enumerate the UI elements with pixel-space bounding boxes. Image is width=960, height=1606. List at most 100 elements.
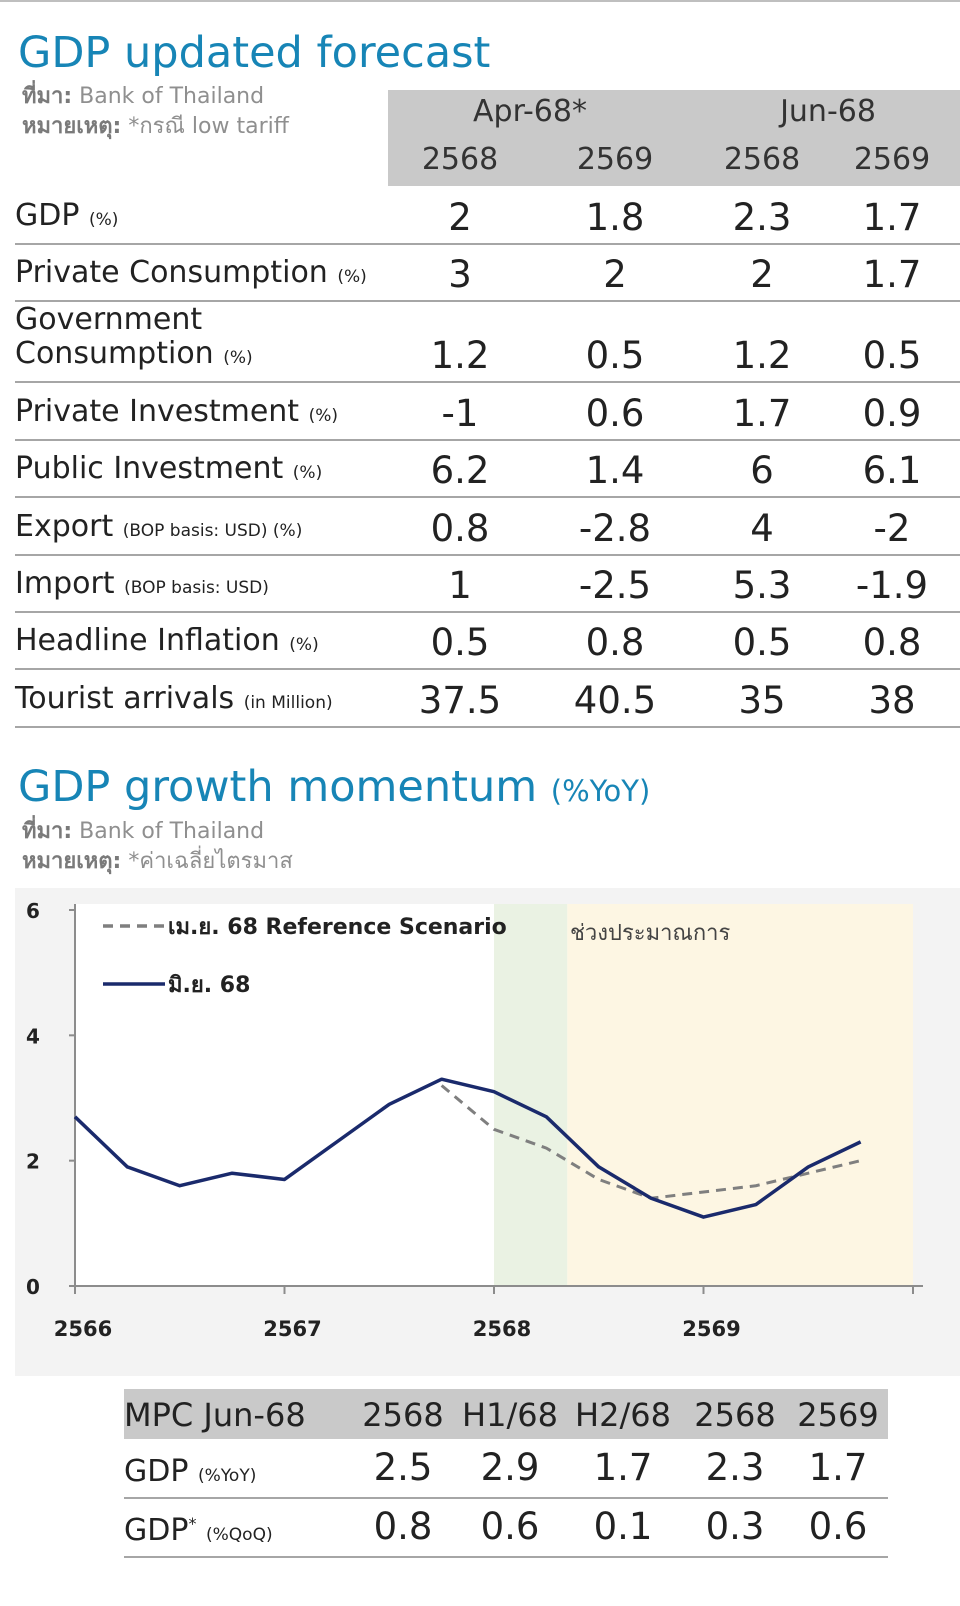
momentum-note: หมายเหตุ: *ค่าเฉลี่ยไตรมาส <box>22 848 293 876</box>
col-year: 2569 <box>853 142 931 177</box>
mpc-row-label: GDP (%YoY) <box>124 1454 256 1489</box>
forecast-header-box <box>388 90 960 186</box>
mpc-value: 0.8 <box>373 1505 433 1548</box>
col-group-jun: Jun-68 <box>780 94 876 129</box>
note-text: *กรณี low tariff <box>128 114 289 139</box>
forecast-row: Import (BOP basis: USD) 1 -2.5 5.3 -1.9 <box>15 556 960 613</box>
mpc-label-unit: (%QoQ) <box>206 1525 273 1545</box>
row-value: 38 <box>868 679 916 722</box>
row-value: 0.8 <box>585 621 645 664</box>
row-label-line2: Consumption (%) <box>15 337 253 375</box>
row-label-text: Export <box>15 509 114 544</box>
forecast-note: หมายเหตุ: *กรณี low tariff <box>22 113 289 141</box>
row-value: 1 <box>448 564 472 607</box>
y-tick-label: 2 <box>26 1150 40 1174</box>
mpc-label-star: * <box>188 1514 197 1533</box>
row-label: Government Consumption (%) <box>15 303 253 375</box>
mpc-value: 1.7 <box>593 1446 653 1489</box>
forecast-row: Public Investment (%) 6.2 1.4 6 6.1 <box>15 441 960 498</box>
row-value: 2 <box>750 253 774 296</box>
y-tick-label: 0 <box>26 1275 40 1299</box>
col-year: 2568 <box>723 142 801 177</box>
mpc-value: 2.3 <box>705 1446 765 1489</box>
chart-area: ช่วงประมาณการ 0 2 4 6 2566 2567 2568 2569 เม.ย. 6… <box>15 888 960 1376</box>
mpc-header-cell: 2569 <box>797 1396 879 1434</box>
forecast-row: Headline Inflation (%) 0.5 0.8 0.5 0.8 <box>15 613 960 670</box>
mpc-label-text: GDP <box>124 1513 189 1548</box>
row-label-text: Tourist arrivals <box>15 681 235 716</box>
momentum-title: GDP growth momentum (%YoY) <box>18 762 650 816</box>
row-label-text: Private Investment <box>15 394 300 429</box>
row-value: -1.9 <box>855 564 929 607</box>
row-value: 1.4 <box>585 449 645 492</box>
row-value: 37.5 <box>418 679 502 722</box>
row-value: 5.3 <box>732 564 792 607</box>
row-value: -2.8 <box>578 507 652 550</box>
row-value: 6.1 <box>862 449 922 492</box>
legend-label: มิ.ย. 68 <box>168 973 250 998</box>
row-value: 0.9 <box>862 392 922 435</box>
col-year: 2568 <box>421 142 499 177</box>
row-unit: (in Million) <box>243 693 333 713</box>
forecast-row: GDP (%) 2 1.8 2.3 1.7 <box>15 188 960 245</box>
mpc-row <box>124 1499 888 1558</box>
row-value: 6.2 <box>430 449 490 492</box>
forecast-row: Tourist arrivals (in Million) 37.5 40.5 35 3… <box>15 670 960 728</box>
x-tick-label: 2566 <box>54 1317 112 1341</box>
row-value: 1.2 <box>430 334 490 377</box>
forecast-period-label: ช่วงประมาณการ <box>570 921 731 946</box>
row-value: 0.8 <box>862 621 922 664</box>
row-value: 1.7 <box>732 392 792 435</box>
row-value: 0.8 <box>430 507 490 550</box>
row-unit: (%) <box>223 348 253 368</box>
forecast-row: Private Consumption (%) 3 2 2 1.7 <box>15 245 960 302</box>
row-label: Import (BOP basis: USD) <box>15 567 269 605</box>
forecast-row: Export (BOP basis: USD) (%) 0.8 -2.8 4 -2 <box>15 498 960 556</box>
row-value: 0.6 <box>585 392 645 435</box>
row-value: -1 <box>441 392 479 435</box>
row-value: 0.5 <box>862 334 922 377</box>
mpc-row-label: GDP* (%QoQ) <box>124 1513 273 1548</box>
momentum-source: ที่มา: Bank of Thailand <box>22 818 264 846</box>
mpc-label-text: GDP <box>124 1454 189 1489</box>
mpc-header-cell: H2/68 <box>575 1396 671 1434</box>
forecast-row: Private Investment (%) -1 0.6 1.7 0.9 <box>15 383 960 441</box>
series-line-jun68 <box>73 1077 862 1219</box>
row-value: 2 <box>603 253 627 296</box>
row-label-text: Import <box>15 566 115 601</box>
source-label: ที่มา: <box>22 819 73 844</box>
row-value: 3 <box>448 253 472 296</box>
row-unit: (BOP basis: USD) (%) <box>122 521 303 541</box>
forecast-row: Government Consumption (%) 1.2 0.5 1.2 0.5 <box>15 302 960 383</box>
mpc-label-unit: (%YoY) <box>198 1466 257 1486</box>
row-value: -2.5 <box>578 564 652 607</box>
mpc-header-cell: H1/68 <box>462 1396 558 1434</box>
momentum-title-text: GDP growth momentum <box>18 762 538 812</box>
row-label-text: Public Investment <box>15 451 284 486</box>
row-unit: (%) <box>337 267 367 287</box>
row-label: GDP (%) <box>15 199 118 237</box>
shaded-region <box>567 904 913 1286</box>
mpc-header-cell: 2568 <box>362 1396 444 1434</box>
mpc-value: 0.1 <box>593 1505 653 1548</box>
row-label: Public Investment (%) <box>15 452 322 490</box>
row-value: 2 <box>448 196 472 239</box>
row-label-text: Private Consumption <box>15 255 328 290</box>
momentum-title-unit: (%YoY) <box>550 774 651 808</box>
legend-label: เม.ย. 68 Reference Scenario <box>168 915 507 940</box>
row-value: 0.5 <box>732 621 792 664</box>
row-label: Export (BOP basis: USD) (%) <box>15 510 302 548</box>
top-rule <box>0 0 960 2</box>
row-value: 0.5 <box>430 621 490 664</box>
row-value: 35 <box>738 679 786 722</box>
row-value: 2.3 <box>732 196 792 239</box>
y-tick-label: 6 <box>26 899 40 923</box>
mpc-header-box <box>124 1389 888 1439</box>
row-value: 40.5 <box>573 679 657 722</box>
row-label-text: Consumption <box>15 336 214 371</box>
source-text: Bank of Thailand <box>79 819 265 844</box>
y-tick-label: 4 <box>26 1024 40 1048</box>
row-label: Private Investment (%) <box>15 395 338 433</box>
mpc-value: 1.7 <box>808 1446 868 1489</box>
forecast-source: ที่มา: Bank of Thailand <box>22 83 264 111</box>
